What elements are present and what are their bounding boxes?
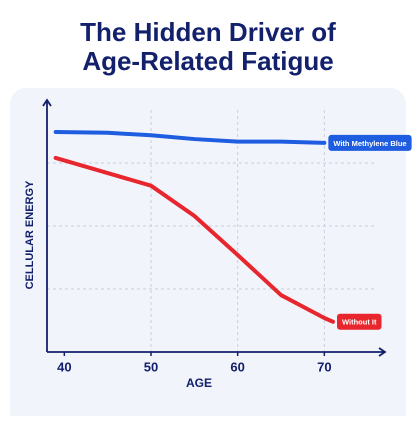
y-axis-title: CELLULAR ENERGY bbox=[24, 180, 36, 289]
legend-label: With Methylene Blue bbox=[333, 139, 406, 148]
x-tick-label: 60 bbox=[230, 359, 244, 374]
legend-label: Without It bbox=[342, 318, 377, 327]
x-tick-label: 40 bbox=[57, 359, 71, 374]
chart-title: Age-Related Fatigue bbox=[82, 46, 333, 76]
legend-box bbox=[328, 134, 412, 151]
chart-title: The Hidden Driver of bbox=[80, 17, 336, 47]
x-axis-title: AGE bbox=[186, 376, 212, 390]
line bbox=[53, 155, 335, 324]
x-tick-label: 70 bbox=[317, 359, 331, 374]
x-tick-label: 50 bbox=[144, 359, 158, 374]
line bbox=[53, 130, 327, 145]
legend-box bbox=[337, 313, 382, 330]
y-axis bbox=[42, 98, 52, 352]
chart-card bbox=[10, 88, 406, 421]
x-axis bbox=[47, 347, 387, 357]
